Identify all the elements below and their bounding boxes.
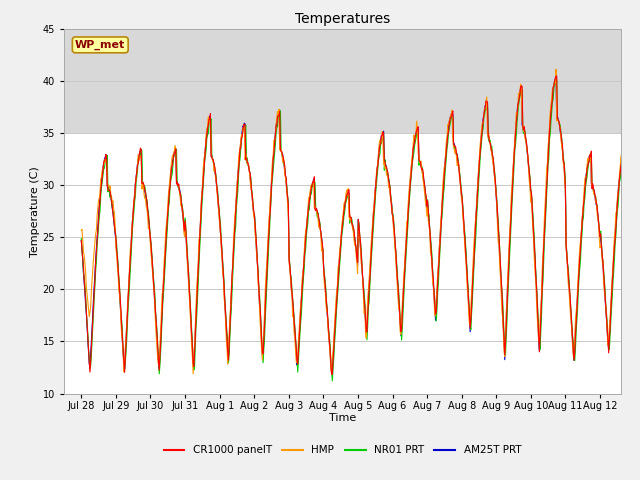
Title: Temperatures: Temperatures — [295, 12, 390, 26]
X-axis label: Time: Time — [329, 413, 356, 423]
Text: WP_met: WP_met — [75, 40, 125, 50]
Y-axis label: Temperature (C): Temperature (C) — [29, 166, 40, 257]
Bar — [64, 133, 621, 394]
Legend: CR1000 panelT, HMP, NR01 PRT, AM25T PRT: CR1000 panelT, HMP, NR01 PRT, AM25T PRT — [159, 441, 525, 459]
Bar — [64, 29, 621, 133]
